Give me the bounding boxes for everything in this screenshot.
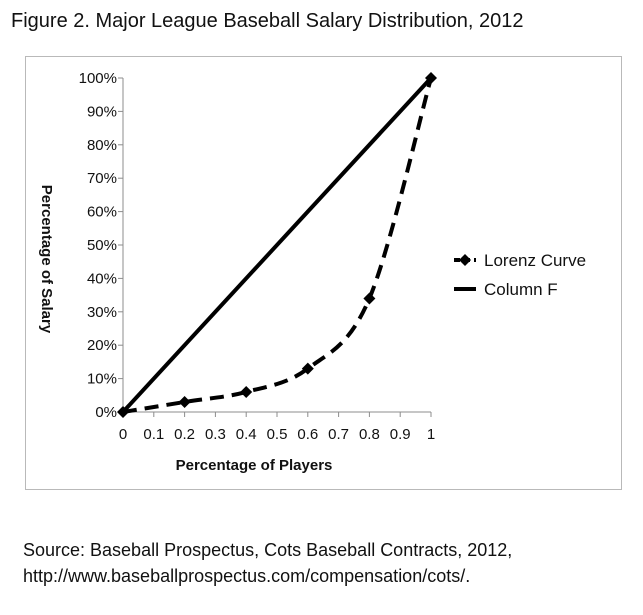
x-tick-label: 0 [119,426,127,443]
legend-marker [459,254,471,266]
data-point-marker [363,292,376,305]
y-tick-label: 90% [87,103,117,120]
legend-label: Lorenz Curve [484,251,586,270]
data-point-marker [178,395,191,408]
x-tick-label: 0.9 [390,426,411,443]
x-tick-label: 0.2 [174,426,195,443]
x-tick-label: 0.6 [297,426,318,443]
y-tick-label: 20% [87,337,117,354]
x-tick-label: 0.7 [328,426,349,443]
axes [118,77,432,417]
legend: Lorenz Curve Column F [454,251,586,299]
x-tick-label: 0.5 [267,426,288,443]
tick-labels: 0% 10% 20% 30% 40% 50% 60% 70% 80% 90% 100% 0 0.1 0.2… [79,70,436,443]
y-tick-label: 50% [87,237,117,254]
source-note: Source: Baseball Prospectus, Cots Baseba… [23,537,512,589]
y-tick-label: 40% [87,270,117,287]
y-tick-label: 10% [87,371,117,388]
series-layer [117,72,437,418]
series-line-1 [121,76,433,414]
y-tick-label: 80% [87,137,117,154]
x-tick-label: 0.8 [359,426,380,443]
x-axis-title: Percentage of Players [176,457,333,474]
y-tick-label: 70% [87,170,117,187]
x-tick-label: 1 [427,426,435,443]
x-tick-label: 0.1 [143,426,164,443]
source-line-1: Source: Baseball Prospectus, Cots Baseba… [23,540,513,560]
x-tick-label: 0.3 [205,426,226,443]
data-point-marker [301,362,314,375]
source-line-2: http://www.baseballprospectus.com/compen… [23,566,471,586]
data-point-marker [240,385,253,398]
y-tick-label: 100% [79,70,117,87]
y-tick-label: 30% [87,304,117,321]
legend-label: Column F [484,280,558,299]
figure-title: Figure 2. Major League Baseball Salary D… [11,10,524,32]
y-tick-label: 0% [95,404,117,421]
x-tick-label: 0.4 [236,426,257,443]
y-tick-label: 60% [87,204,117,221]
chart-frame [25,56,622,490]
y-axis-title: Percentage of Salary [38,185,55,334]
series-line-0 [122,77,433,414]
